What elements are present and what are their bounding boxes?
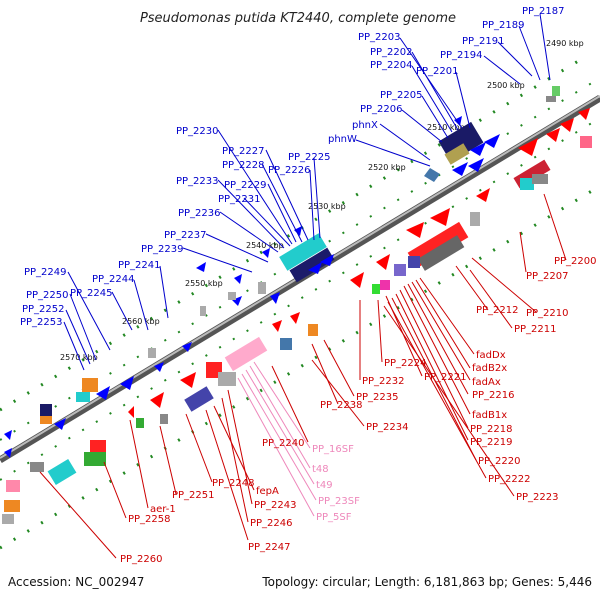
rna-label: t48: [312, 464, 329, 475]
minus-strand-leaders: [39, 193, 567, 559]
gene-label: PP_2231: [218, 194, 261, 205]
accession-text: Accession: NC_002947: [8, 575, 144, 589]
gene-label: PP_2248: [212, 478, 255, 489]
tick-row-outer-plus: [0, 58, 581, 412]
rna-leaders: [237, 361, 317, 517]
gene-label: PP_2233: [176, 176, 219, 187]
gene-label: PP_2222: [488, 474, 531, 485]
gene-label: PP_2230: [176, 126, 219, 137]
minus-strand-labels: PP_2200 PP_2207 PP_2210 PP_2211 PP_2212 …: [120, 256, 597, 565]
gene-label: PP_2247: [248, 542, 291, 553]
gene-label: PP_2251: [172, 490, 215, 501]
gene-label: PP_2201: [416, 66, 459, 77]
scale-tick-label: 2550 kbp: [185, 279, 223, 288]
plus-strand-leaders: [63, 13, 551, 371]
gene-label: fadB2x: [472, 363, 507, 374]
gene-label: PP_2223: [516, 492, 559, 503]
gene-label: PP_2194: [440, 50, 483, 61]
gene-label: PP_2241: [118, 260, 161, 271]
gene-label: aer-1: [150, 504, 176, 515]
gene-label: PP_2236: [178, 208, 221, 219]
gene-label: PP_2225: [288, 152, 331, 163]
gene-label: PP_2202: [370, 47, 413, 58]
gene-label: PP_2252: [22, 304, 65, 315]
gene-label: PP_2218: [470, 424, 513, 435]
map-title: Pseudomonas putida KT2440, complete geno…: [140, 11, 456, 26]
gene-label: PP_2224: [384, 358, 427, 369]
genome-stats-text: Topology: circular; Length: 6,181,863 bp…: [261, 575, 592, 589]
scale-tick-label: 2500 kbp: [487, 81, 525, 90]
gene-label: PP_2249: [24, 267, 67, 278]
scale-tick-label: 2520 kbp: [368, 163, 406, 172]
gene-label: PP_2244: [92, 274, 135, 285]
gene-label: PP_2221: [424, 372, 467, 383]
scale-tick-label: 2540 kbp: [246, 241, 284, 250]
gene-label: fadAx: [472, 377, 501, 388]
gene-label: PP_2206: [360, 104, 403, 115]
gene-label: PP_2204: [370, 60, 413, 71]
gene-label: PP_2232: [362, 376, 405, 387]
gene-label: PP_2253: [20, 317, 63, 328]
gene-label: PP_2228: [222, 160, 265, 171]
gene-label: PP_2189: [482, 20, 525, 31]
gene-label: phnX: [352, 120, 378, 131]
rna-label: PP_16SF: [312, 444, 354, 455]
gene-label: PP_2226: [268, 165, 311, 176]
gene-label: PP_2207: [526, 271, 569, 282]
gene-label: PP_2240: [262, 438, 305, 449]
gene-label: PP_2216: [472, 390, 515, 401]
tick-row-outer-minus: [0, 184, 600, 550]
gene-label: PP_2210: [526, 308, 569, 319]
gene-label: PP_2191: [462, 36, 505, 47]
gene-label: PP_2220: [478, 456, 521, 467]
gene-label: PP_2211: [514, 324, 557, 335]
scale-tick-label: 2510 kbp: [427, 123, 465, 132]
gene-label: PP_2229: [224, 180, 267, 191]
gene-label: PP_2219: [470, 437, 513, 448]
gene-label: fadDx: [476, 350, 506, 361]
scale-tick-label: 2530 kbp: [308, 202, 346, 211]
gene-label: PP_2235: [356, 392, 399, 403]
gene-label: PP_2227: [222, 146, 265, 157]
gene-label: PP_2246: [250, 518, 293, 529]
gene-label: PP_2212: [476, 305, 519, 316]
gene-label: fepA: [256, 486, 279, 497]
gene-label: PP_2239: [141, 244, 184, 255]
rna-label: PP_5SF: [316, 512, 352, 523]
gene-label: PP_2205: [380, 90, 423, 101]
gene-label: PP_2243: [254, 500, 297, 511]
gene-label: PP_2200: [554, 256, 597, 267]
minus-strand-features: [2, 108, 592, 524]
gene-label: PP_2258: [128, 514, 171, 525]
gene-label: PP_2237: [164, 230, 207, 241]
scale-tick-label: 2490 kbp: [546, 39, 584, 48]
plus-strand-features: [4, 86, 560, 458]
gene-label: phnW: [328, 134, 357, 145]
gene-label: PP_2260: [120, 554, 163, 565]
gene-label: fadB1x: [472, 410, 507, 421]
rna-label: t49: [316, 480, 333, 491]
scale-tick-label: 2560 kbp: [122, 317, 160, 326]
rna-labels: PP_16SF t48 t49 PP_23SF PP_5SF: [312, 444, 360, 523]
rna-label: PP_23SF: [318, 496, 360, 507]
gene-label: PP_2203: [358, 32, 401, 43]
gene-label: PP_2234: [366, 422, 409, 433]
plus-strand-labels: PP_2187 PP_2189 PP_2191 PP_2194 PP_2201 …: [20, 6, 565, 328]
gene-label: PP_2250: [26, 290, 69, 301]
gene-label: PP_2238: [320, 400, 363, 411]
gene-label: PP_2187: [522, 6, 565, 17]
gene-label: PP_2245: [70, 288, 113, 299]
